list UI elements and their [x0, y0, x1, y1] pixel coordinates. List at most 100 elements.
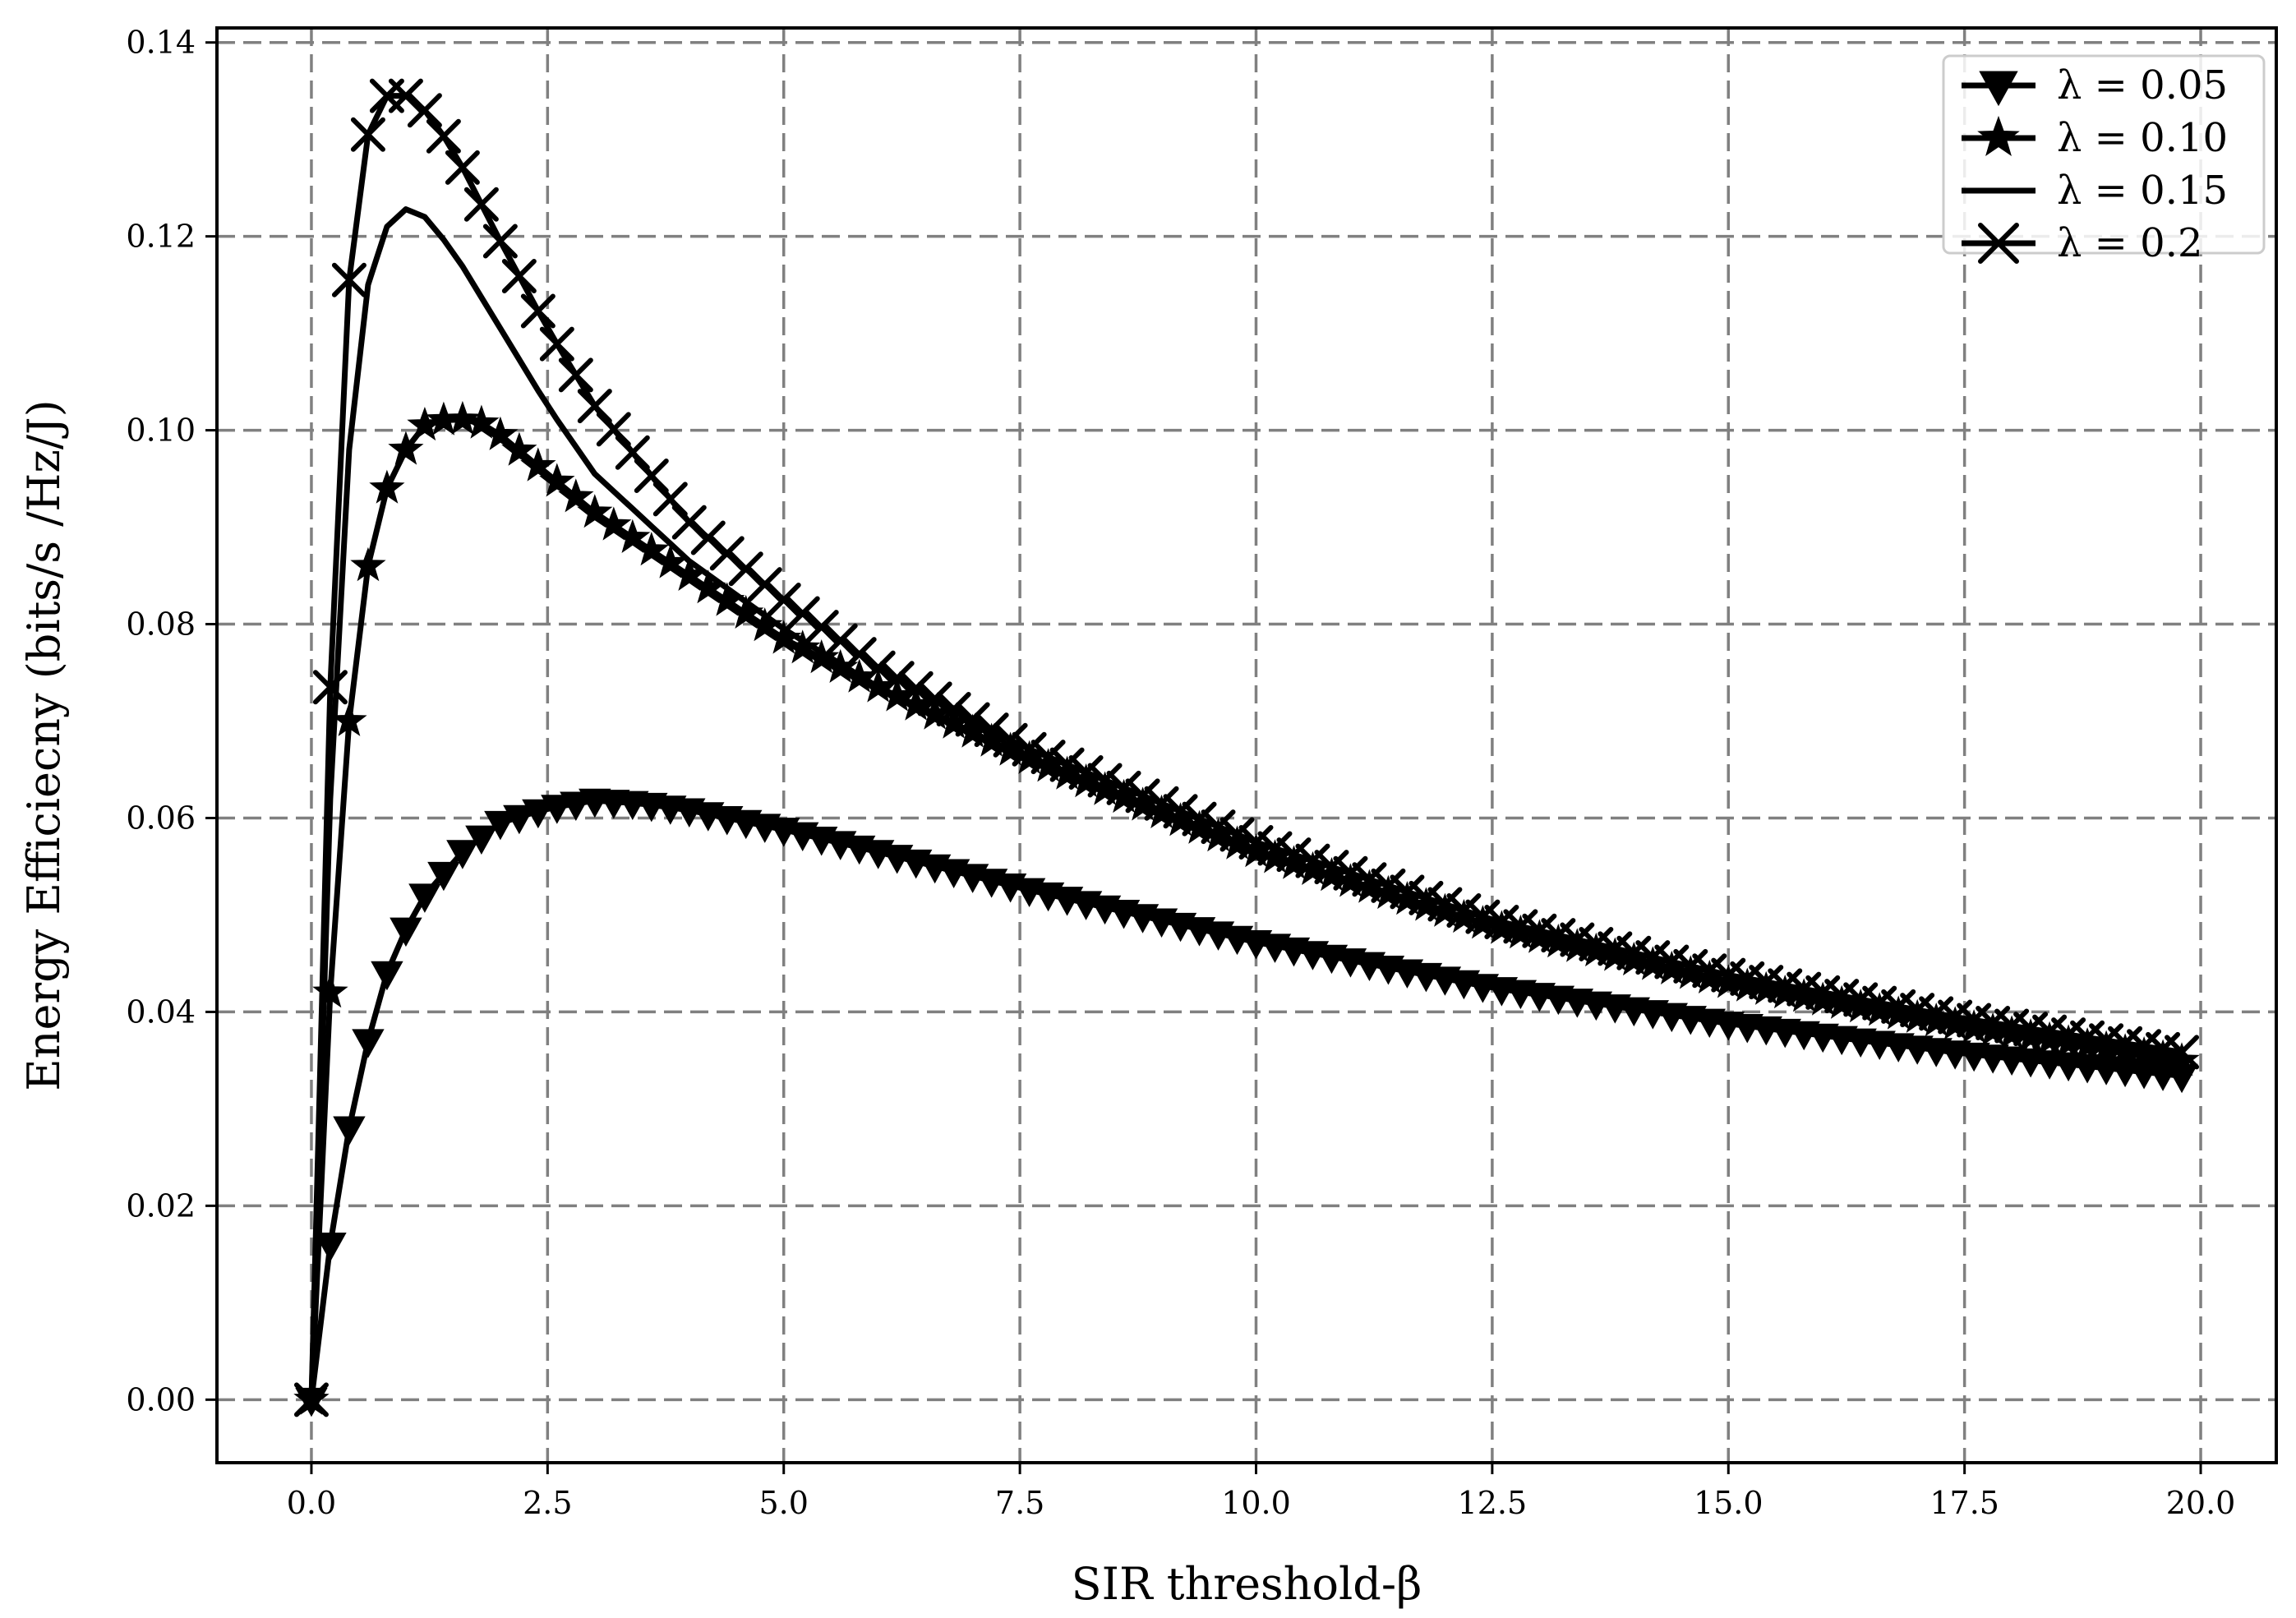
data-point-x: [1030, 740, 1066, 775]
y-axis-title: Energy Efficiecny (bits/s /Hz/J): [18, 399, 70, 1090]
data-point-x: [936, 691, 971, 726]
data-point-x: [955, 702, 990, 737]
data-point-x: [974, 712, 1009, 748]
data-point-star: [539, 463, 575, 497]
y-tick-label: 0.04: [126, 993, 196, 1030]
data-point-x: [331, 262, 367, 297]
data-point-x: [766, 583, 801, 618]
data-point-x: [2165, 1035, 2200, 1070]
y-tick-label: 0.08: [126, 606, 196, 643]
data-point-x: [293, 1382, 329, 1417]
data-point-x: [1087, 763, 1123, 798]
data-point-x: [841, 637, 877, 672]
data-point-triangle-down: [560, 791, 592, 821]
data-point-star: [804, 639, 840, 674]
data-point-triangle-down: [446, 840, 479, 869]
data-point-x: [785, 596, 820, 631]
data-point-x: [1238, 824, 1274, 860]
data-point-star: [388, 431, 424, 465]
data-point-x: [652, 482, 688, 517]
data-point-star: [369, 469, 405, 504]
data-point-star: [445, 400, 481, 435]
data-point-x: [1522, 913, 1557, 948]
data-point-x: [558, 357, 593, 393]
data-point-x: [1049, 747, 1085, 782]
data-point-triangle-down: [427, 861, 460, 892]
data-point-x: [1276, 837, 1312, 873]
data-point-x: [407, 93, 442, 128]
data-point-triangle-down: [371, 961, 403, 991]
data-point-x: [1673, 948, 1708, 984]
y-tick-label: 0.12: [126, 219, 196, 255]
data-point-x: [1163, 794, 1198, 829]
data-point-triangle-down: [352, 1029, 385, 1058]
legend-item: λ = 0.05: [1962, 62, 2228, 108]
data-point-x: [426, 118, 461, 154]
ticks: 0.0 2.5 5.0 7.5 10.0 12.5 15.0 17.5 20.0 0.00 0.02…: [126, 25, 2235, 1521]
x-tick-label: 20.0: [2166, 1485, 2236, 1521]
grid: [217, 28, 2276, 1463]
data-point-x: [1503, 909, 1538, 944]
data-point-triangle-down: [390, 917, 422, 947]
data-point-star: [558, 478, 594, 513]
data-point-x: [804, 610, 839, 645]
data-point-x: [312, 670, 348, 705]
data-point-triangle-down: [503, 804, 536, 835]
data-point-x: [1635, 940, 1671, 975]
data-point-x: [1295, 843, 1330, 878]
x-tick-label: 2.5: [523, 1485, 572, 1521]
data-point-x: [1106, 770, 1141, 805]
data-point-x: [1182, 801, 1217, 837]
data-point-x: [388, 78, 423, 113]
data-point-triangle-down: [333, 1116, 366, 1146]
legend-label: λ = 0.10: [2057, 115, 2228, 161]
data-point-x: [1598, 931, 1633, 966]
data-point-x: [1371, 868, 1406, 903]
data-point-star: [501, 431, 537, 466]
series-layer: [293, 78, 2200, 1417]
data-point-triangle-down: [408, 883, 441, 913]
data-point-x: [898, 671, 934, 706]
data-point-star: [482, 416, 519, 450]
data-point-x: [1484, 905, 1519, 940]
x-tick-label: 7.5: [995, 1485, 1044, 1521]
data-point-x: [1692, 953, 1727, 989]
data-point-x: [1257, 831, 1293, 866]
x-tick-label: 15.0: [1694, 1485, 1763, 1521]
data-point-triangle-down: [314, 1233, 347, 1262]
data-point-star: [634, 532, 670, 566]
data-point-x: [1541, 918, 1576, 953]
legend-label: λ = 0.15: [2057, 168, 2228, 214]
data-point-star: [615, 519, 651, 554]
data-point-x: [1390, 874, 1425, 910]
x-axis-title: SIR threshold-β: [1072, 1558, 1422, 1610]
x-tick-label: 17.5: [1929, 1485, 1999, 1521]
data-point-x: [463, 187, 499, 222]
data-point-star: [463, 404, 500, 439]
series-4: [293, 78, 2200, 1417]
data-point-x: [577, 389, 612, 424]
y-tick-label: 0.06: [126, 800, 196, 836]
data-point-x: [1219, 817, 1255, 852]
data-point-x: [823, 623, 858, 658]
data-point-x: [1201, 809, 1236, 845]
data-point-star: [312, 974, 348, 1008]
x-tick-label: 5.0: [759, 1485, 809, 1521]
data-point-x: [1068, 755, 1104, 791]
data-point-x: [634, 459, 669, 494]
data-point-x: [1465, 899, 1501, 934]
data-point-x: [1560, 922, 1595, 957]
y-tick-label: 0.02: [126, 1187, 196, 1224]
legend-item: λ = 0.10: [1962, 115, 2228, 161]
data-point-star: [596, 506, 632, 541]
data-point-star: [350, 546, 386, 582]
plot-frame: [215, 26, 2278, 1464]
data-point-triangle-down: [465, 825, 498, 855]
data-point-x: [1144, 786, 1179, 821]
legend-item: λ = 0.2: [1962, 220, 2203, 266]
data-point-x: [1125, 778, 1160, 814]
data-point-x: [1978, 223, 2019, 264]
data-point-triangle-down: [484, 810, 517, 841]
data-point-x: [350, 117, 385, 152]
legend-box: [1942, 54, 2266, 255]
